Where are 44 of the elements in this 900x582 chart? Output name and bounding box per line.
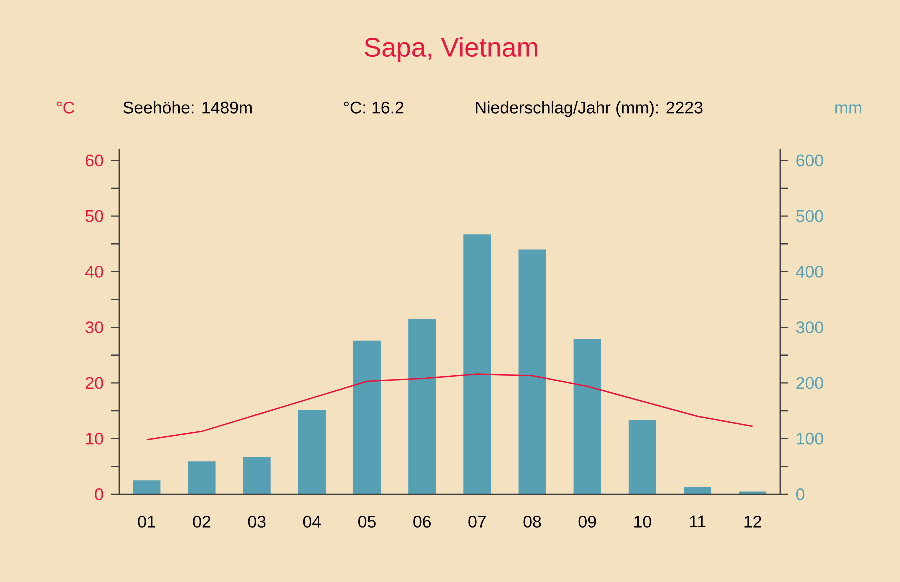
y2-tick-label: 500 [796, 210, 824, 222]
x-tick-label: 05 [358, 516, 376, 528]
bar [739, 492, 767, 494]
x-tick-label: 11 [690, 516, 706, 528]
x-tick-label: 12 [744, 516, 762, 528]
x-tick-label: 02 [193, 516, 211, 528]
bar [684, 487, 712, 494]
y2-tick-label: 0 [796, 488, 805, 500]
y2-tick-label: 200 [796, 377, 824, 390]
x-tick-label: 06 [414, 516, 431, 528]
text: Seehöhe: 1489m [124, 101, 252, 114]
y-tick-label: 20 [86, 377, 104, 390]
bar [133, 480, 161, 494]
bar [298, 410, 326, 494]
y-axis-title: °C [57, 102, 74, 114]
y2-tick-label: 600 [796, 154, 824, 167]
y-tick-label: 40 [86, 266, 104, 278]
y2-axis-title: mm [836, 104, 862, 114]
bar [574, 339, 602, 494]
y-tick-label: 50 [86, 210, 104, 222]
y-tick-label: 30 [86, 322, 104, 334]
y2-tick-label: 100 [797, 432, 824, 445]
bar [518, 250, 546, 494]
y2-tick-label: 300 [796, 322, 824, 334]
chart-title: Sapa, Vietnam [364, 37, 538, 62]
y-tick-label: 10 [86, 432, 104, 445]
x-tick-label: 09 [578, 516, 596, 528]
x-tick-label: 03 [248, 516, 266, 528]
text: °C: 16.2 [344, 102, 404, 114]
x-tick-label: 07 [468, 516, 486, 528]
bar [243, 457, 271, 494]
y2-tick-label: 400 [796, 266, 824, 278]
text: Niederschlag/Jahr (mm): 2223 [476, 101, 703, 118]
bar [464, 234, 492, 494]
y-tick-label: 0 [95, 488, 104, 500]
x-tick-label: 01 [138, 516, 156, 528]
x-tick-label: 10 [634, 516, 652, 528]
x-tick-label: 04 [303, 516, 322, 528]
x-tick-label: 08 [524, 516, 542, 528]
bar [188, 462, 216, 494]
y-tick-label: 60 [86, 154, 104, 167]
bar [354, 340, 382, 494]
bar [408, 319, 436, 494]
bar [628, 420, 656, 494]
